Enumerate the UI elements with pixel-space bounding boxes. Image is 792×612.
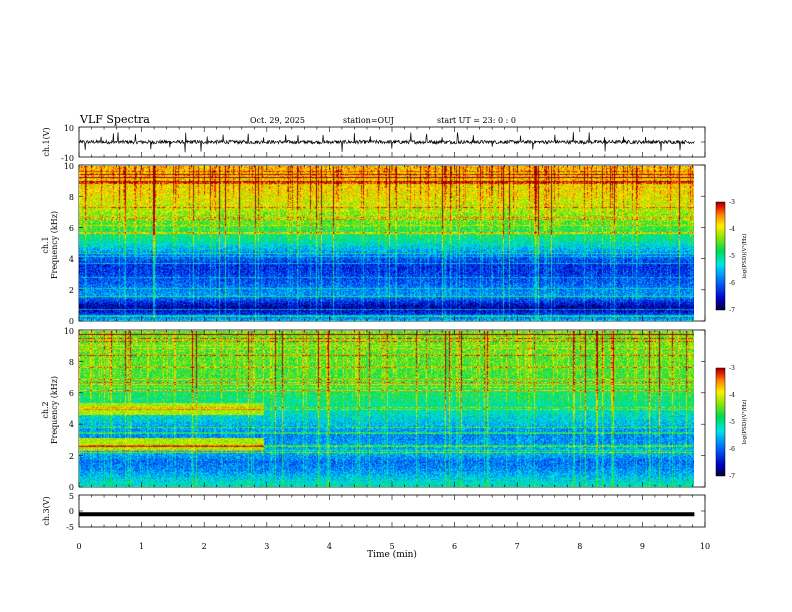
ch2-ytick-8: 8 <box>69 358 74 367</box>
ch3-waveform-ticks <box>78 495 706 527</box>
ch1-ytick-0: 0 <box>69 317 74 326</box>
start-time-label: start UT = 23: 0 : 0 <box>437 116 516 125</box>
ch2-ytick-2: 2 <box>69 452 74 461</box>
ch2-colorbar-frame <box>715 367 726 477</box>
ch2-ytick-6: 6 <box>69 389 74 398</box>
ch2-spectrogram-ylabel-channel: ch.2 <box>41 401 50 418</box>
ch2-cbar-tick-m3: -3 <box>729 365 735 372</box>
time-tick-label-1: 1 <box>139 542 144 551</box>
ch2-spectrogram-ylabel-freq: Frequency (kHz) <box>50 376 59 444</box>
ch2-spectrogram-heatmap <box>79 331 694 487</box>
ch1-colorbar-gradient-wrap <box>716 202 725 310</box>
ch2-colorbar-gradient-wrap <box>716 368 725 476</box>
ch1-spectrogram-ticks <box>78 164 706 322</box>
ch2-colorbar-label: log(PSD)(V²/Hz) <box>741 400 748 445</box>
time-tick-label-5: 5 <box>389 542 394 551</box>
ch2-colorbar-gradient <box>716 368 725 476</box>
ch1-ytick-bottom: -10 <box>61 154 74 163</box>
time-tick-label-4: 4 <box>327 542 332 551</box>
ch2-colorbar: -3 -4 -5 -6 -7 log(PSD)(V²/Hz) <box>715 365 748 480</box>
ch1-cbar-tick-m7: -7 <box>729 307 735 314</box>
time-tick-label-0: 0 <box>76 542 81 551</box>
ch1-spectrogram-ylabel-channel: ch.1 <box>41 236 50 253</box>
ch2-spectrogram-ticks <box>78 329 706 488</box>
time-tick-label-6: 6 <box>452 542 457 551</box>
ch3-ytick-top: 5 <box>69 492 74 501</box>
time-tick-label-3: 3 <box>264 542 269 551</box>
ch1-cbar-tick-m3: -3 <box>729 199 735 206</box>
ch2-spectrogram-panel: 0 2 4 6 8 10 ch.2 Frequency (kHz) -3 -4 … <box>41 327 748 492</box>
ch3-ytick-bottom: -5 <box>66 523 74 532</box>
time-axis-tick-labels: 0 1 2 3 4 5 6 7 8 9 10 <box>76 542 710 551</box>
ch1-waveform-trace <box>78 132 695 153</box>
ch2-ytick-0: 0 <box>69 483 74 492</box>
ch2-spectrogram-image-wrap <box>79 331 694 487</box>
ch1-ytick-6: 6 <box>69 224 74 233</box>
ch1-cbar-tick-m4: -4 <box>729 226 735 233</box>
ch3-ytick-mid: 0 <box>69 507 74 516</box>
ch1-waveform-ticks <box>78 127 706 157</box>
ch2-ytick-4: 4 <box>69 420 74 429</box>
time-tick-label-7: 7 <box>515 542 520 551</box>
time-axis-label: Time (min) <box>367 549 417 560</box>
ch2-ytick-10: 10 <box>64 327 74 336</box>
ch1-ytick-4: 4 <box>69 255 74 264</box>
figure-title: VLF Spectra <box>79 113 150 126</box>
ch2-cbar-tick-m5: -5 <box>729 419 735 426</box>
time-tick-label-8: 8 <box>577 542 582 551</box>
ch3-waveform-panel: 5 0 -5 ch.3(V) <box>42 492 706 532</box>
ch1-spectrogram-panel: 0 2 4 6 8 10 ch.1 Frequency (kHz) -3 -4 … <box>41 162 748 326</box>
ch1-colorbar-frame <box>715 201 726 311</box>
ch2-cbar-tick-m4: -4 <box>729 392 735 399</box>
ch1-spectrogram-ylabel-freq: Frequency (kHz) <box>50 211 59 279</box>
ch1-spectrogram-heatmap <box>79 166 694 321</box>
ch3-ylabel: ch.3(V) <box>42 496 51 525</box>
date-label: Oct. 29, 2025 <box>250 116 305 125</box>
time-tick-label-2: 2 <box>202 542 207 551</box>
time-tick-label-9: 9 <box>640 542 645 551</box>
ch2-cbar-tick-m6: -6 <box>729 446 735 453</box>
ch1-ytick-2: 2 <box>69 286 74 295</box>
station-label: station=OUJ <box>343 116 394 125</box>
ch1-ytick-8: 8 <box>69 193 74 202</box>
ch1-waveform-panel: 10 -10 ch.1(V) <box>42 124 706 163</box>
ch1-ylabel: ch.1(V) <box>42 127 51 156</box>
ch1-spectrogram-image-wrap <box>79 166 694 321</box>
ch1-ytick-labels: 0 2 4 6 8 10 <box>64 162 74 326</box>
ch1-colorbar-label: log(PSD)(V²/Hz) <box>741 234 748 279</box>
ch1-ytick-top: 10 <box>64 124 74 133</box>
ch1-cbar-tick-m6: -6 <box>729 280 735 287</box>
ch1-ytick-10: 10 <box>64 162 74 171</box>
ch1-colorbar: -3 -4 -5 -6 -7 log(PSD)(V²/Hz) <box>715 199 748 314</box>
time-tick-label-10: 10 <box>700 542 710 551</box>
ch1-colorbar-gradient <box>716 202 725 310</box>
ch1-cbar-tick-m5: -5 <box>729 253 735 260</box>
ch2-ytick-labels: 0 2 4 6 8 10 <box>64 327 74 492</box>
ch2-cbar-tick-m7: -7 <box>729 473 735 480</box>
